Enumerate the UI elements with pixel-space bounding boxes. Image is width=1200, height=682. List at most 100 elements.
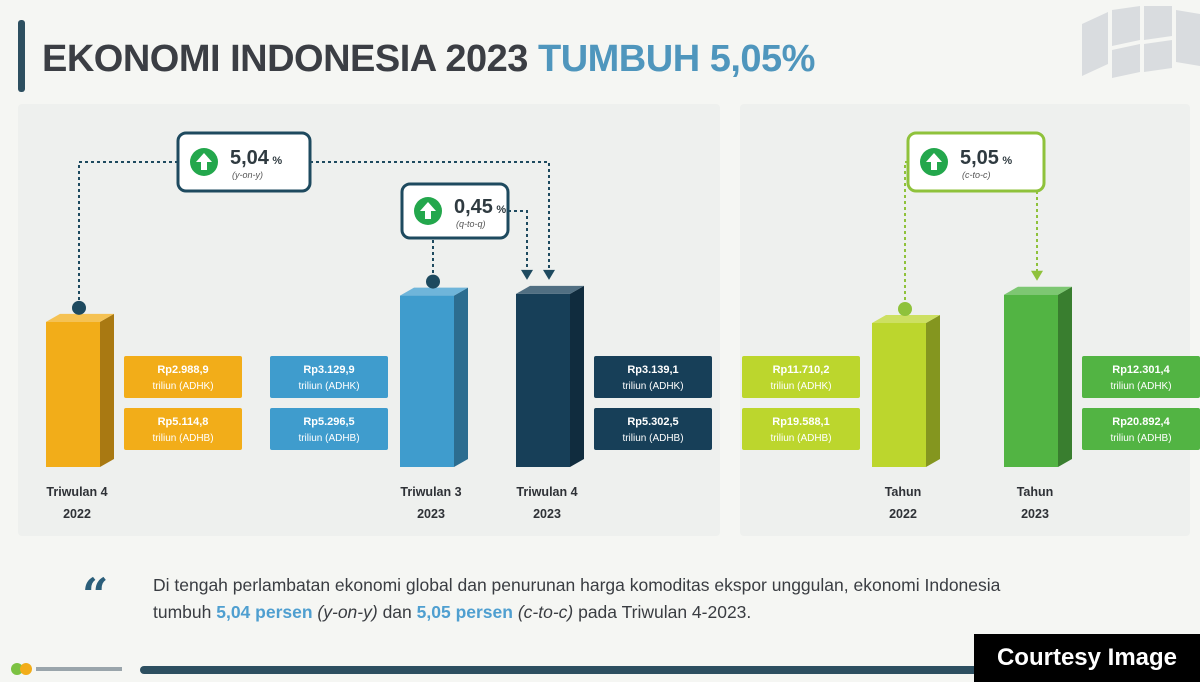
connector-dot: [898, 302, 912, 317]
value-label-box: [124, 408, 242, 450]
value-label-unit: triliun (ADHB): [298, 433, 359, 444]
callout-unit: %: [1002, 155, 1012, 167]
category-label: Triwulan 3 2023: [400, 485, 461, 521]
growth-callout-1-0: 5,05 % (c-to-c): [898, 131, 1046, 317]
value-label-number: Rp19.588,1: [772, 416, 829, 428]
value-label-adhb: Rp5.114,8 triliun (ADHB): [124, 408, 242, 450]
category-line-2: 2023: [417, 507, 445, 521]
bar-1-1: [1004, 286, 1072, 467]
title-main: EKONOMI INDONESIA 2023: [42, 38, 528, 80]
value-label-number: Rp2.988,9: [157, 364, 208, 376]
value-label-box: [742, 408, 860, 450]
value-label-unit: triliun (ADHB): [152, 433, 213, 444]
value-label-box: [742, 356, 860, 398]
bar-0-1: [400, 287, 468, 467]
quote-line-2: tumbuh 5,04 persen (y-on-y) dan 5,05 per…: [153, 599, 1183, 626]
arrow-up-circle-icon: [414, 197, 442, 225]
connector-to: [508, 210, 528, 272]
category-line-2: 2022: [889, 507, 917, 521]
bar-side: [100, 313, 114, 467]
category-line-1: Triwulan 4: [46, 485, 107, 499]
value-label-unit: triliun (ADHB): [770, 433, 831, 444]
growth-callout-0-1: 0,45 % (q-to-q): [400, 182, 533, 289]
value-label-number: Rp5.296,5: [303, 416, 354, 428]
category-line-1: Tahun: [885, 485, 922, 499]
quote-line-1: Di tengah perlambatan ekonomi global dan…: [153, 575, 1001, 595]
bar-top: [400, 287, 468, 296]
quote-icon: “: [82, 568, 109, 622]
value-label-number: Rp5.114,8: [158, 416, 209, 428]
value-label-box: [270, 356, 388, 398]
bar-side: [1058, 286, 1072, 467]
bar-front: [1004, 294, 1058, 467]
bar-1-0: [872, 315, 940, 467]
category-line-1: Triwulan 4: [516, 485, 577, 499]
category-line-1: Tahun: [1017, 485, 1054, 499]
quote-ctc-value: 5,05 persen: [416, 602, 513, 622]
value-label-adhb: Rp5.302,5 triliun (ADHB): [594, 408, 712, 450]
connector-dot: [426, 274, 440, 289]
connector-to: [310, 161, 550, 272]
quote-ctc-label: (c-to-c): [517, 602, 574, 622]
value-label-adhb: Rp20.892,4 triliun (ADHB): [1082, 408, 1200, 450]
courtesy-watermark: Courtesy Image: [974, 634, 1200, 682]
value-label-adhb: Rp19.588,1 triliun (ADHB): [742, 408, 860, 450]
value-label-number: Rp11.710,2: [773, 364, 830, 376]
category-line-2: 2023: [1021, 507, 1049, 521]
value-label-box: [1082, 356, 1200, 398]
connector-from: [78, 161, 178, 304]
value-label-unit: triliun (ADHK): [1110, 381, 1171, 392]
value-label-unit: triliun (ADHB): [622, 433, 683, 444]
value-label-adhk: Rp2.988,9 triliun (ADHK): [124, 356, 242, 398]
quote-suffix: pada Triwulan 4-2023.: [573, 602, 752, 622]
arrow-up-circle-icon: [920, 148, 948, 176]
value-label-adhk: Rp3.129,9 triliun (ADHK): [270, 356, 388, 398]
callout-value: 0,45: [454, 196, 493, 218]
value-label-number: Rp12.301,4: [1112, 364, 1170, 376]
quote-prefix: tumbuh: [153, 602, 217, 622]
quote-yoy-label: (y-on-y): [317, 602, 378, 622]
callout-basis: (q-to-q): [456, 219, 486, 229]
callout-basis: (y-on-y): [232, 170, 263, 180]
value-label-unit: triliun (ADHK): [152, 381, 213, 392]
title-accent-bar: [18, 20, 25, 92]
callout-value: 5,05: [960, 147, 999, 169]
bar-top: [46, 313, 114, 322]
callout-unit: %: [272, 155, 282, 167]
quarterly-panel: [18, 104, 720, 536]
callout-basis: (c-to-c): [962, 170, 991, 180]
value-label-unit: triliun (ADHK): [770, 381, 831, 392]
value-label-adhk: Rp12.301,4 triliun (ADHK): [1082, 356, 1200, 398]
connector-arrow-icon: [543, 269, 555, 280]
value-label-adhk: Rp3.139,1 triliun (ADHK): [594, 356, 712, 398]
value-label-unit: triliun (ADHK): [622, 381, 683, 392]
category-line-2: 2023: [533, 507, 561, 521]
value-label-box: [124, 356, 242, 398]
bar-front: [872, 323, 926, 467]
title-highlight: TUMBUH 5,05%: [538, 38, 815, 80]
quote-text: Di tengah perlambatan ekonomi global dan…: [153, 572, 1183, 626]
value-label-box: [594, 356, 712, 398]
category-line-1: Triwulan 3: [400, 485, 461, 499]
value-label-unit: triliun (ADHK): [298, 381, 359, 392]
value-label-number: Rp3.129,9: [303, 364, 354, 376]
callout-box: [906, 131, 1046, 193]
value-label-adhk: Rp11.710,2 triliun (ADHK): [742, 356, 860, 398]
bar-top: [1004, 286, 1072, 295]
quote-mid: dan: [377, 602, 417, 622]
callout-unit: %: [496, 204, 506, 216]
value-label-number: Rp20.892,4: [1112, 416, 1170, 428]
value-label-box: [270, 408, 388, 450]
category-line-2: 2022: [63, 507, 91, 521]
connector-dot: [72, 300, 86, 315]
value-label-adhb: Rp5.296,5 triliun (ADHB): [270, 408, 388, 450]
bar-front: [46, 321, 100, 467]
footer-logo-icon: [11, 663, 122, 675]
bar-front: [400, 295, 454, 467]
bar-front: [516, 293, 570, 467]
value-label-box: [594, 408, 712, 450]
connector-arrow-icon: [521, 269, 533, 280]
value-label-number: Rp5.302,5: [627, 416, 678, 428]
quote-yoy-value: 5,04 persen: [216, 602, 313, 622]
